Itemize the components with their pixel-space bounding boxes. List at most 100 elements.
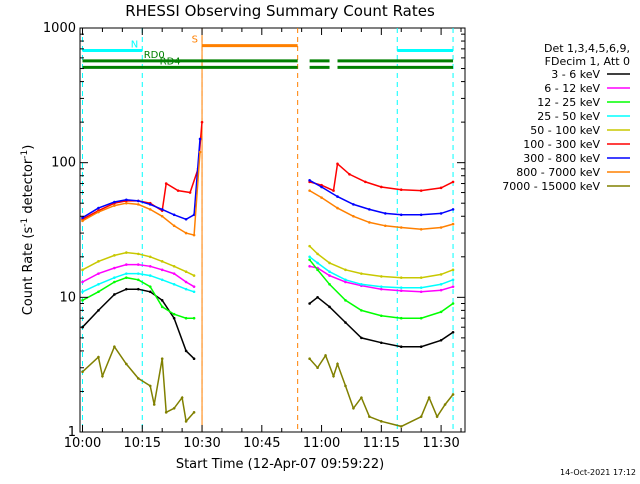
data-point-3 — [192, 290, 196, 294]
data-point-3 — [451, 278, 455, 282]
data-point-7 — [81, 219, 84, 223]
data-point-7 — [113, 204, 116, 207]
data-point-8 — [399, 425, 403, 428]
data-point-3 — [328, 270, 331, 274]
series-line-7 — [82, 151, 201, 237]
series-line-6 — [82, 138, 201, 221]
status-bar-label-rd4: RD4 — [160, 56, 181, 67]
series-line-3 — [309, 256, 454, 289]
data-point-8 — [97, 355, 100, 359]
data-point-2 — [344, 299, 347, 302]
data-point-5 — [451, 180, 455, 184]
data-point-4 — [184, 270, 188, 274]
data-point-6 — [198, 137, 202, 141]
data-point-4 — [316, 252, 319, 256]
data-point-3 — [148, 274, 152, 277]
data-point-6 — [125, 198, 128, 202]
x-tick-label: 10:30 — [183, 436, 220, 451]
data-point-2 — [328, 282, 331, 286]
data-point-0 — [316, 296, 319, 299]
data-point-0 — [344, 321, 347, 324]
data-point-1 — [399, 289, 403, 293]
axis-layer: 10:00 10:15 10:30 10:45 11:00 11:15 11:30 1 10 10… — [20, 21, 465, 451]
data-point-2 — [192, 316, 196, 320]
y-axis-label-part: detector — [21, 158, 36, 218]
data-point-8 — [443, 403, 447, 406]
y-tick-label: 100 — [51, 156, 76, 171]
series-line-0 — [81, 288, 195, 360]
data-point-5 — [364, 180, 367, 184]
data-point-0 — [360, 336, 363, 340]
data-point-1 — [113, 266, 116, 270]
data-point-0 — [192, 357, 196, 361]
data-point-6 — [399, 213, 403, 217]
data-point-8 — [380, 420, 383, 423]
data-point-7 — [160, 214, 164, 218]
data-point-1 — [136, 263, 140, 266]
data-point-4 — [148, 255, 152, 259]
data-point-8 — [180, 396, 184, 399]
data-point-8 — [451, 393, 455, 396]
data-point-2 — [125, 276, 128, 279]
data-point-5 — [336, 162, 339, 166]
data-point-2 — [97, 290, 100, 294]
data-point-6 — [136, 199, 140, 203]
legend-entry-label: 6 - 12 keV — [544, 82, 600, 95]
data-point-1 — [160, 268, 164, 272]
data-point-3 — [308, 255, 311, 259]
data-point-8 — [435, 415, 439, 418]
data-point-7 — [320, 196, 323, 199]
y-axis-label-part: -1 — [20, 150, 30, 159]
data-point-0 — [113, 293, 116, 296]
y-tick-label: 1000 — [43, 21, 76, 36]
series-line-4 — [82, 251, 195, 277]
data-point-0 — [399, 345, 403, 348]
data-point-8 — [152, 403, 156, 406]
data-point-5 — [419, 189, 423, 192]
x-tick-label: 10:15 — [124, 436, 161, 451]
status-bar-label-rd0: RD0 — [144, 50, 165, 61]
data-point-0 — [419, 345, 423, 348]
data-point-8 — [81, 370, 84, 374]
data-point-4 — [136, 252, 140, 256]
series-line-8 — [309, 353, 454, 428]
data-point-7 — [136, 203, 140, 206]
data-point-7 — [439, 226, 443, 229]
data-point-6 — [384, 212, 387, 215]
data-point-8 — [160, 357, 164, 361]
series-line-1 — [309, 265, 454, 293]
status-bar-label-s: S — [192, 35, 198, 46]
data-point-7 — [419, 228, 423, 231]
data-point-1 — [344, 280, 347, 284]
series-line-6 — [309, 179, 454, 216]
data-point-0 — [97, 309, 100, 312]
data-point-5 — [332, 189, 335, 192]
data-point-3 — [172, 282, 176, 286]
data-point-4 — [419, 276, 423, 279]
legend-entry-label: 3 - 6 keV — [551, 68, 600, 81]
data-point-3 — [399, 286, 403, 289]
data-point-2 — [148, 285, 152, 288]
data-point-5 — [188, 191, 192, 194]
data-point-2 — [419, 316, 423, 320]
data-point-2 — [136, 278, 140, 282]
data-point-4 — [399, 276, 403, 279]
data-point-3 — [419, 286, 423, 289]
data-point-6 — [172, 213, 176, 217]
data-point-4 — [451, 268, 455, 272]
data-point-0 — [380, 341, 383, 345]
data-point-1 — [439, 288, 443, 292]
data-point-8 — [101, 374, 104, 378]
data-point-3 — [184, 287, 188, 291]
data-point-5 — [176, 189, 180, 192]
data-point-0 — [439, 338, 443, 342]
legend: Det 1,3,4,5,6,9,FDecim 1, Att 03 - 6 keV… — [502, 42, 630, 193]
data-point-7 — [399, 226, 403, 229]
data-point-7 — [368, 221, 371, 224]
legend-header: Det 1,3,4,5,6,9, — [544, 42, 630, 55]
series-line-2 — [82, 276, 195, 319]
series-layer — [81, 120, 455, 428]
data-point-2 — [308, 258, 311, 262]
